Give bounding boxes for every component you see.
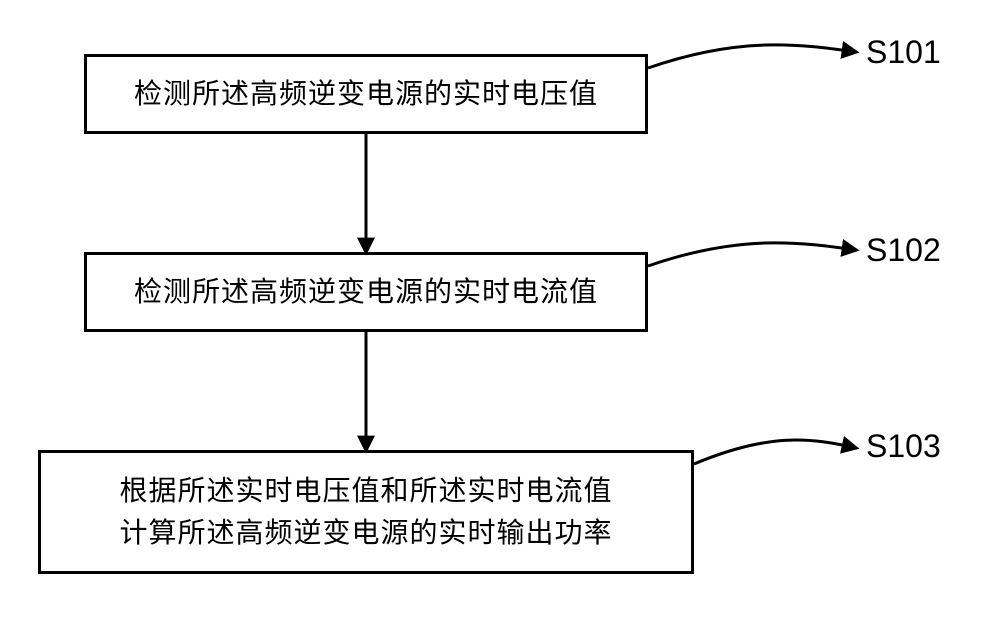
flowchart-step-s102: 检测所述高频逆变电源的实时电流值 xyxy=(84,252,648,332)
flowchart-step-label-s102: S102 xyxy=(866,232,941,269)
flowchart-canvas: 检测所述高频逆变电源的实时电压值 检测所述高频逆变电源的实时电流值 根据所述实时… xyxy=(0,0,1000,623)
flowchart-step-s101: 检测所述高频逆变电源的实时电压值 xyxy=(84,54,648,134)
flowchart-step-s102-text: 检测所述高频逆变电源的实时电流值 xyxy=(134,271,598,313)
flowchart-step-s101-text: 检测所述高频逆变电源的实时电压值 xyxy=(134,73,598,115)
flowchart-step-s103-text: 根据所述实时电压值和所述实时电流值计算所述高频逆变电源的实时输出功率 xyxy=(119,470,612,554)
flowchart-step-label-s103: S103 xyxy=(866,428,941,465)
flowchart-step-label-s101: S101 xyxy=(866,34,941,71)
flowchart-step-s103: 根据所述实时电压值和所述实时电流值计算所述高频逆变电源的实时输出功率 xyxy=(38,450,694,574)
